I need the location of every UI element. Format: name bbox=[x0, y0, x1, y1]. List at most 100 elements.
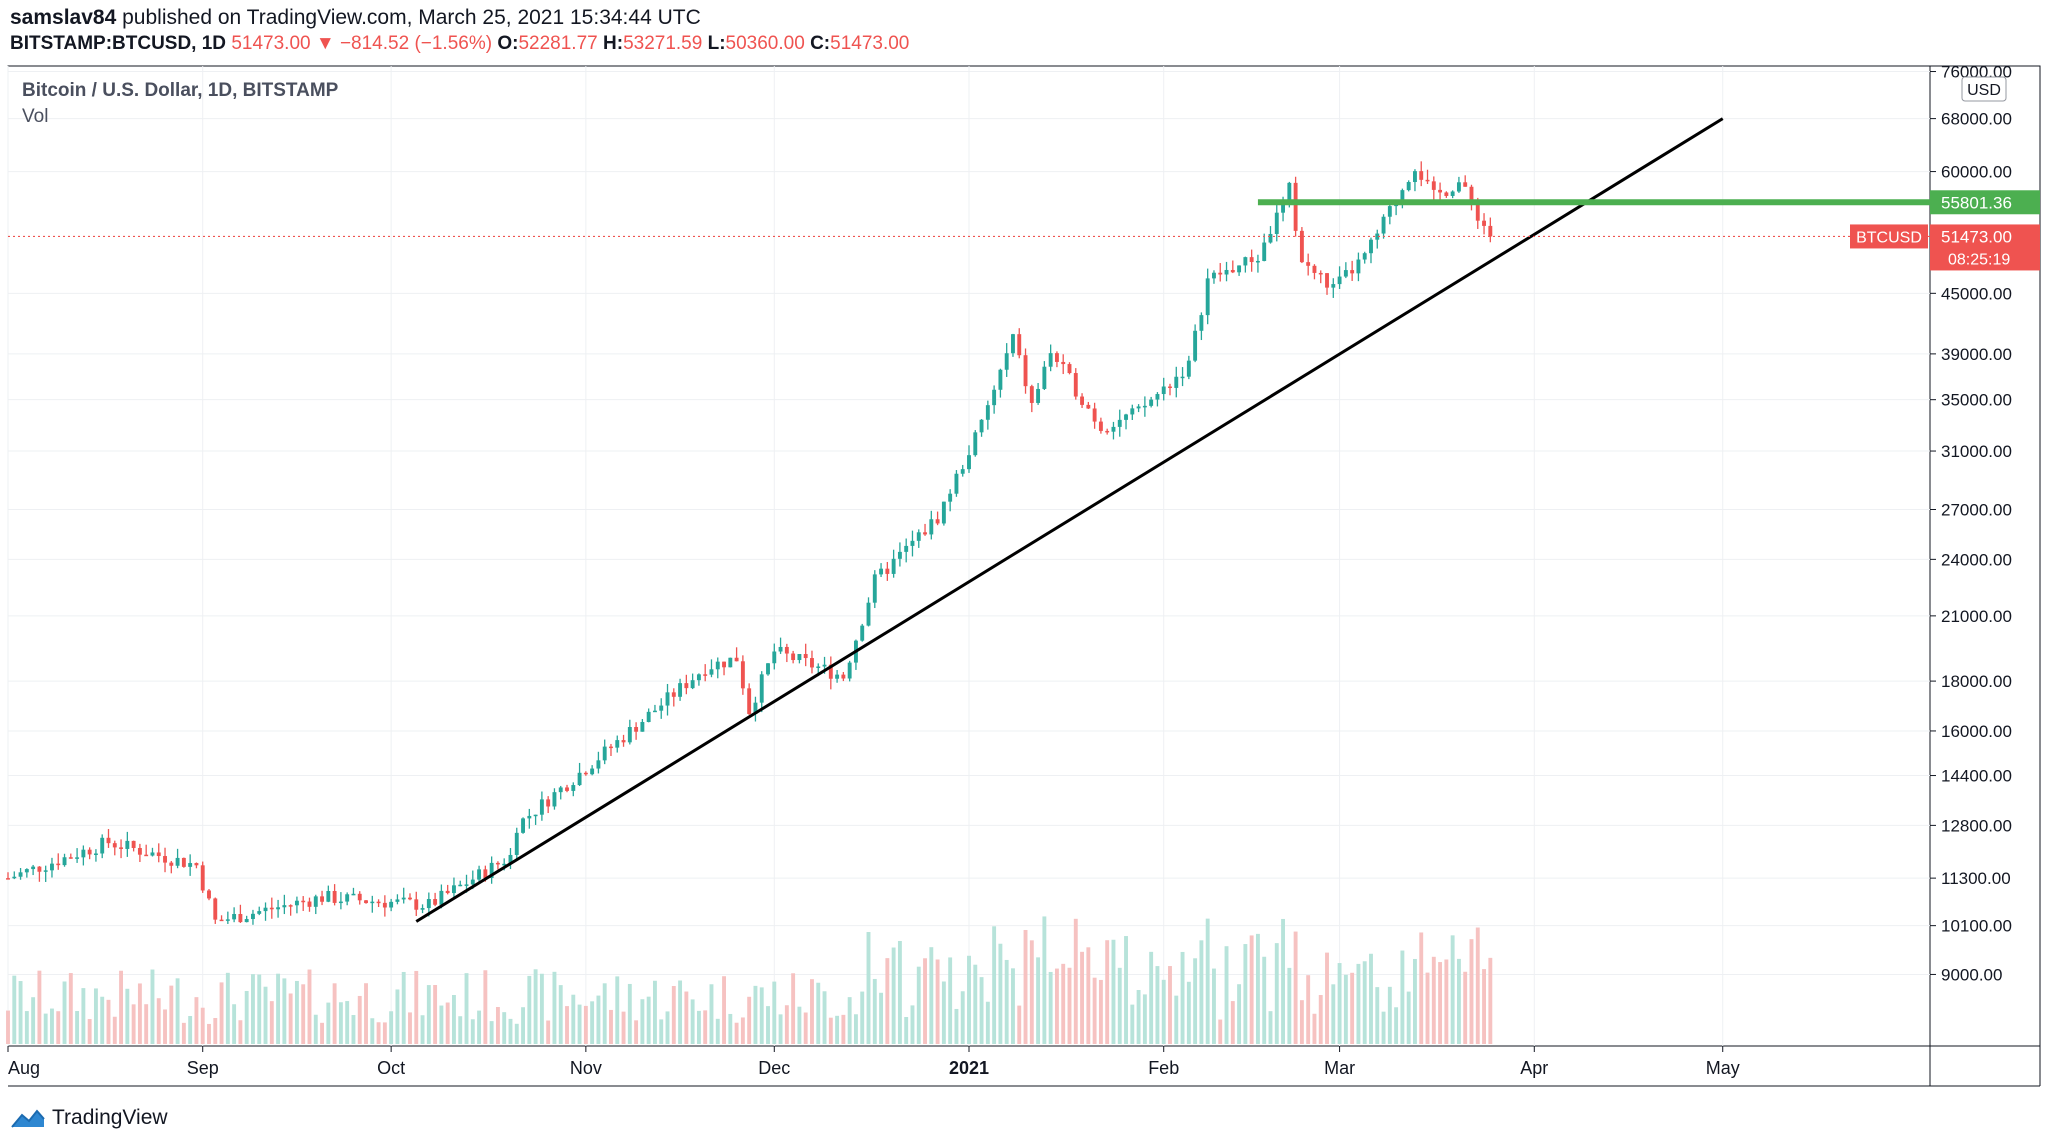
candle-body bbox=[1475, 202, 1480, 221]
candle-body bbox=[1255, 260, 1260, 263]
symbol-ohlc-line: BITSTAMP:BTCUSD, 1D 51473.00 ▼ −814.52 (… bbox=[10, 33, 909, 55]
volume-bar bbox=[653, 980, 657, 1044]
volume-bar bbox=[100, 996, 105, 1044]
volume-bar bbox=[477, 1010, 482, 1044]
volume-bar bbox=[395, 989, 400, 1044]
volume-bar bbox=[1036, 957, 1041, 1044]
volume-bar bbox=[219, 982, 224, 1044]
candle-body bbox=[1281, 199, 1285, 213]
candle-body bbox=[1224, 269, 1229, 275]
candle-body bbox=[1023, 355, 1028, 387]
volume-bar bbox=[1406, 991, 1411, 1044]
candle-body bbox=[119, 847, 124, 849]
candle-body bbox=[68, 857, 73, 859]
candle-body bbox=[803, 654, 808, 659]
volume-bar bbox=[1387, 986, 1392, 1044]
volume-bar bbox=[1444, 959, 1449, 1044]
candle-body bbox=[772, 651, 777, 664]
candle-body bbox=[31, 866, 36, 870]
candle-body bbox=[1456, 182, 1461, 192]
candle-body bbox=[1142, 405, 1147, 408]
candle-body bbox=[93, 853, 98, 855]
y-tick-label: 14400.00 bbox=[1941, 767, 2012, 786]
volume-bar bbox=[778, 1014, 783, 1044]
volume-bar bbox=[1199, 940, 1204, 1044]
candle-body bbox=[810, 658, 814, 668]
volume-bar bbox=[1475, 927, 1480, 1044]
volume-bar bbox=[1249, 935, 1254, 1044]
candle-body bbox=[106, 837, 111, 844]
candle-body bbox=[967, 455, 971, 470]
volume-bar bbox=[571, 994, 576, 1044]
volume-bar bbox=[910, 1005, 915, 1044]
candle-body bbox=[1369, 239, 1373, 254]
volume-bar bbox=[1375, 987, 1380, 1044]
publisher-user[interactable]: samslav84 bbox=[10, 6, 117, 29]
candle-body bbox=[1362, 253, 1367, 260]
candle-body bbox=[696, 674, 701, 681]
volume-bar bbox=[872, 978, 877, 1044]
candle-body bbox=[24, 869, 29, 873]
y-tick-label: 68000.00 bbox=[1941, 110, 2012, 129]
candle-body bbox=[690, 680, 695, 689]
candle-body bbox=[263, 907, 268, 912]
volume-bar bbox=[1174, 995, 1179, 1044]
volume-bar bbox=[1011, 968, 1015, 1044]
volume-bar bbox=[1394, 1007, 1399, 1044]
candle-body bbox=[131, 840, 136, 849]
volume-bar bbox=[954, 1008, 959, 1044]
volume-bar bbox=[50, 1008, 54, 1044]
volume-bar bbox=[602, 983, 607, 1044]
x-tick-label: Apr bbox=[1520, 1058, 1548, 1078]
candle-body bbox=[1180, 376, 1185, 379]
volume-bar bbox=[313, 1014, 318, 1044]
candle-body bbox=[1325, 273, 1329, 288]
candle-body bbox=[1381, 216, 1386, 234]
candle-body bbox=[715, 661, 720, 670]
candle-body bbox=[219, 919, 224, 922]
candle-body bbox=[646, 711, 651, 723]
currency-label: USD bbox=[1967, 82, 2001, 99]
candle-body bbox=[213, 898, 218, 920]
candle-body bbox=[251, 913, 255, 920]
candle-body bbox=[659, 705, 664, 711]
volume-bar bbox=[1268, 1011, 1273, 1044]
candle-body bbox=[137, 848, 142, 855]
candle-body bbox=[734, 657, 739, 662]
low-label: L: bbox=[707, 33, 726, 54]
candle-body bbox=[797, 654, 802, 661]
last-price: 51473.00 bbox=[231, 33, 311, 54]
candle-body bbox=[175, 857, 180, 866]
x-tick-label: Oct bbox=[377, 1058, 405, 1078]
candle-body bbox=[1488, 225, 1493, 237]
tradingview-footer[interactable]: TradingView bbox=[10, 1106, 168, 1130]
volume-bar bbox=[1419, 932, 1424, 1044]
candle-body bbox=[458, 884, 463, 887]
symbol-label[interactable]: BITSTAMP:BTCUSD, 1D bbox=[10, 33, 227, 54]
candle-body bbox=[269, 907, 274, 910]
volume-bar bbox=[640, 999, 645, 1044]
chart-legend-title: Bitcoin / U.S. Dollar, 1D, BITSTAMP bbox=[22, 80, 339, 101]
volume-bar bbox=[885, 958, 890, 1044]
volume-bar bbox=[1325, 952, 1329, 1044]
volume-bar bbox=[1193, 958, 1198, 1044]
volume-bar bbox=[1362, 961, 1367, 1044]
candle-body bbox=[1136, 406, 1141, 409]
candle-body bbox=[577, 772, 582, 786]
candle-body bbox=[1431, 181, 1436, 190]
close-label: C: bbox=[810, 33, 831, 54]
candle-body bbox=[1092, 408, 1097, 422]
candle-body bbox=[301, 900, 306, 903]
symbol-badge-label: BTCUSD bbox=[1856, 229, 1922, 246]
volume-bar bbox=[1111, 939, 1116, 1044]
candle-body bbox=[910, 540, 915, 546]
volume-bar bbox=[766, 1006, 770, 1044]
volume-bar bbox=[546, 1020, 551, 1044]
candle-body bbox=[1080, 396, 1085, 405]
volume-bar bbox=[137, 983, 142, 1044]
volume-bar bbox=[269, 1001, 274, 1044]
volume-bar bbox=[1230, 1001, 1235, 1044]
volume-bar bbox=[753, 985, 758, 1044]
volume-bar bbox=[18, 981, 23, 1044]
